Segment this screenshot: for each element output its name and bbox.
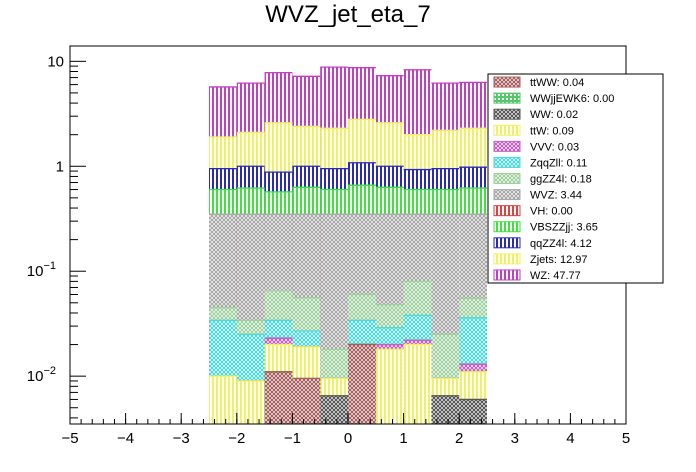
x-tick-label: 2 <box>455 430 463 447</box>
legend-label-zqqzll: ZqqZll: 0.11 <box>530 157 587 169</box>
legend-swatch-vvv <box>493 140 521 152</box>
y-tick-label: 1 <box>56 158 64 175</box>
legend-label-vvv: VVV: 0.03 <box>530 141 579 153</box>
y-tick-label: 10−2 <box>27 365 56 385</box>
legend-label-ww: WW: 0.02 <box>530 109 578 121</box>
legend-swatch-zqqzll <box>493 156 521 168</box>
y-tick-label: 10 <box>47 53 64 70</box>
y-tick-label: 10−1 <box>27 260 56 280</box>
outline-qqzz4l <box>209 162 487 173</box>
bar-ttw-bin-0 <box>209 376 237 424</box>
bar-ttw-bin-7 <box>403 344 432 424</box>
legend-label-wwjjewk6: WWjjEWK6: 0.00 <box>530 93 614 105</box>
x-tick-label: 5 <box>622 430 630 447</box>
legend-label-ttww: ttWW: 0.04 <box>530 77 584 89</box>
x-tick-label: −3 <box>173 430 190 447</box>
legend-label-vbszzjj: VBSZZjj: 3.65 <box>530 222 598 234</box>
chart-title: WVZ_jet_eta_7 <box>265 1 430 28</box>
x-tick-label: −5 <box>61 430 78 447</box>
bar-ttww-bin-2 <box>264 371 293 424</box>
bar-ttw-bin-6 <box>375 349 404 424</box>
x-tick-label: −4 <box>117 430 134 447</box>
x-tick-label: 0 <box>344 430 352 447</box>
legend-swatch-wwjjewk6 <box>493 92 521 104</box>
x-tick-label: 3 <box>511 430 519 447</box>
legend-label-qqzz4l: qqZZ4l: 4.12 <box>530 238 592 250</box>
legend-swatch-ttww <box>493 76 521 88</box>
legend-swatch-ttw <box>493 124 521 136</box>
legend-label-ggzz4l: ggZZ4l: 0.18 <box>530 174 592 186</box>
legend-swatch-vh <box>493 205 521 217</box>
bar-ww-bin-4 <box>320 395 348 424</box>
x-tick-label: −2 <box>228 430 245 447</box>
outline-ggzz4l <box>209 280 487 351</box>
legend-swatch-wz <box>493 269 521 281</box>
legend-swatch-wvz <box>493 189 521 201</box>
bar-ttww-bin-3 <box>292 378 321 424</box>
bar-ww-bin-8 <box>431 395 460 424</box>
legend-swatch-ggzz4l <box>493 173 521 184</box>
legend-label-ttw: ttW: 0.09 <box>530 125 574 137</box>
legend-label-zjets: Zjets: 12.97 <box>530 254 587 266</box>
bar-ttw-bin-1 <box>236 380 265 424</box>
legend-label-wz: WZ: 47.77 <box>530 270 581 282</box>
legend-swatch-qqzz4l <box>493 237 521 249</box>
legend-swatch-vbszzjj <box>493 221 521 233</box>
x-tick-label: 1 <box>399 430 407 447</box>
legend-label-vh: VH: 0.00 <box>530 206 573 218</box>
outline-ttww <box>264 343 376 380</box>
outline-zjets <box>209 118 487 138</box>
x-tick-label: −1 <box>284 430 301 447</box>
outline-wz <box>209 66 487 88</box>
x-tick-label: 4 <box>566 430 574 447</box>
stack-bars <box>209 66 487 425</box>
bar-ttww-bin-5 <box>348 344 376 424</box>
bar-ww-bin-9 <box>459 399 487 424</box>
legend-swatch-zjets <box>493 253 521 265</box>
legend: ttWW: 0.04 WWjjEWK6: 0.00 WW: 0.02 ttW: 0.0… <box>487 73 664 284</box>
outline-vbszzjj <box>209 184 487 193</box>
legend-label-wvz: WVZ: 3.44 <box>530 190 582 202</box>
legend-swatch-ww <box>493 108 521 120</box>
axes: −5 −4 −3 −2 −1 0 1 2 3 4 5 10 1 10−1 10−2 <box>27 53 630 447</box>
